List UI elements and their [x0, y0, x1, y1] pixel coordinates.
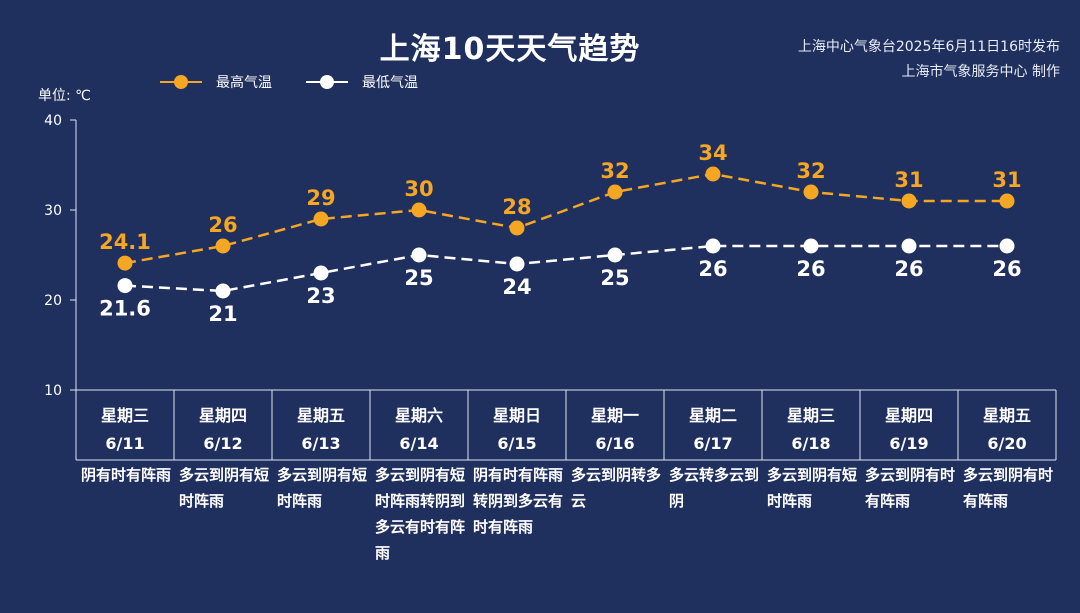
- producer-credit: 上海市气象服务中心 制作: [901, 64, 1060, 80]
- weather-condition: 多云到阴转多云: [571, 466, 662, 510]
- legend: 最高气温 最低气温: [160, 72, 418, 92]
- low-temp-label: 26: [894, 257, 923, 281]
- weather-condition: 多云到阴有短时阵雨: [277, 466, 368, 510]
- legend-item-high: 最高气温: [160, 72, 272, 92]
- low-temp-label: 25: [404, 266, 433, 290]
- high-temp-point: [803, 184, 819, 200]
- high-temp-line: [124, 172, 1007, 265]
- date-label: 6/18: [791, 434, 830, 453]
- low-temp-point: [215, 283, 231, 299]
- high-temp-point: [117, 255, 133, 271]
- high-temp-label: 32: [600, 159, 629, 183]
- weekday-label: 星期五: [983, 406, 1031, 425]
- date-label: 6/16: [595, 434, 634, 453]
- low-temp-label: 21: [208, 302, 237, 326]
- high-temp-point: [607, 184, 623, 200]
- chart-title: 上海10天天气趋势: [379, 32, 641, 67]
- weather-condition: 多云到阴有时有阵雨: [865, 466, 956, 510]
- low-temp-point: [313, 265, 329, 281]
- date-label: 6/11: [105, 434, 144, 453]
- high-temp-label: 31: [992, 168, 1021, 192]
- low-temp-point: [117, 278, 133, 294]
- high-temp-label: 28: [502, 195, 531, 219]
- low-temp-label: 26: [796, 257, 825, 281]
- weekday-label: 星期一: [591, 406, 639, 425]
- weekday-label: 星期四: [199, 406, 247, 425]
- low-temp-point: [509, 256, 525, 272]
- high-temp-label: 29: [306, 186, 335, 210]
- conditions-row: 阴有时有阵雨 多云到阴有短时阵雨 多云到阴有短时阵雨 多云到阴有短时阵雨转阴到多云有时…: [76, 462, 1056, 602]
- date-label: 6/17: [693, 434, 732, 453]
- high-temp-point: [313, 211, 329, 227]
- low-temp-label: 25: [600, 266, 629, 290]
- high-temp-point: [999, 193, 1015, 209]
- date-label: 6/13: [301, 434, 340, 453]
- weather-condition: 多云到阴有时有阵雨: [963, 466, 1054, 510]
- weather-condition: 多云转多云到阴: [669, 466, 760, 510]
- high-temp-point: [901, 193, 917, 209]
- low-temp-point: [411, 247, 427, 263]
- weekday-label: 星期三: [787, 406, 835, 425]
- low-temp-label: 23: [306, 284, 335, 308]
- high-temp-point: [215, 238, 231, 254]
- weekday-label: 星期五: [297, 406, 345, 425]
- unit-label: 单位: ℃: [38, 88, 91, 104]
- low-temp-label: 21.6: [99, 297, 151, 321]
- weather-condition: 阴有时有阵雨: [81, 466, 172, 484]
- high-temp-label: 32: [796, 159, 825, 183]
- high-temp-point: [411, 202, 427, 218]
- legend-high-label: 最高气温: [216, 75, 272, 91]
- high-temp-point: [509, 220, 525, 236]
- high-temp-label: 24.1: [99, 230, 151, 254]
- low-temp-label: 24: [502, 275, 531, 299]
- low-temp-line: [124, 244, 1007, 293]
- weekday-label: 星期六: [395, 406, 443, 425]
- y-tick-label: 40: [44, 113, 62, 129]
- legend-high-swatch: [160, 75, 202, 89]
- low-temp-point: [607, 247, 623, 263]
- legend-low-swatch: [306, 75, 348, 89]
- weekday-label: 星期三: [101, 406, 149, 425]
- weekday-label: 星期二: [689, 406, 737, 425]
- date-label: 6/15: [497, 434, 536, 453]
- low-temp-point: [803, 238, 819, 254]
- y-tick-label: 20: [44, 293, 62, 309]
- weather-condition: 多云到阴有短时阵雨转阴到多云有时有阵雨: [375, 466, 466, 562]
- low-temp-point: [999, 238, 1015, 254]
- date-label: 6/14: [399, 434, 438, 453]
- legend-low-label: 最低气温: [362, 75, 418, 91]
- issuer-credit: 上海中心气象台2025年6月11日16时发布: [797, 39, 1060, 55]
- weekday-label: 星期四: [885, 406, 933, 425]
- high-temp-point: [705, 166, 721, 182]
- date-label: 6/19: [889, 434, 928, 453]
- low-temp-label: 26: [698, 257, 727, 281]
- high-temp-label: 26: [208, 213, 237, 237]
- high-temp-label: 34: [698, 141, 727, 165]
- weather-condition: 阴有时有阵雨转阴到多云有时有阵雨: [473, 466, 564, 536]
- low-temp-label: 26: [992, 257, 1021, 281]
- high-temp-label: 31: [894, 168, 923, 192]
- low-temp-point: [705, 238, 721, 254]
- y-tick-label: 30: [44, 203, 62, 219]
- weekday-label: 星期日: [493, 406, 541, 425]
- legend-item-low: 最低气温: [306, 72, 418, 92]
- y-tick-label: 10: [44, 383, 62, 399]
- high-temp-label: 30: [404, 177, 433, 201]
- low-temp-point: [901, 238, 917, 254]
- weather-condition: 多云到阴有短时阵雨: [179, 466, 270, 510]
- weather-condition: 多云到阴有短时阵雨: [767, 466, 858, 510]
- date-label: 6/20: [987, 434, 1026, 453]
- date-label: 6/12: [203, 434, 242, 453]
